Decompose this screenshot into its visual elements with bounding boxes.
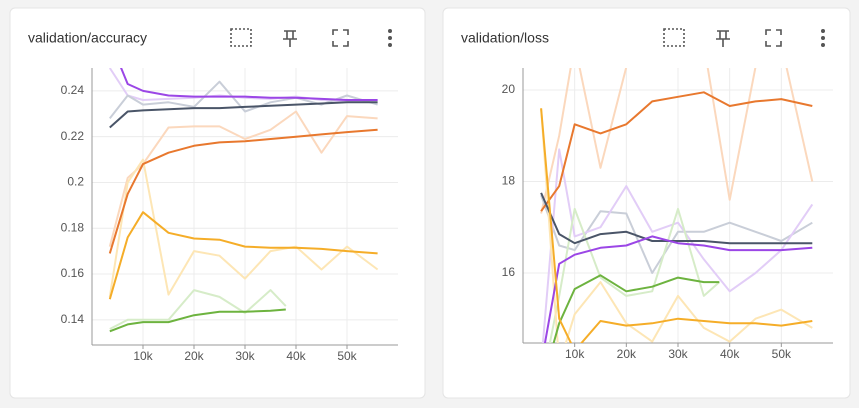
y-tick-label: 0.16 xyxy=(61,266,85,280)
series-line xyxy=(548,207,720,343)
fit-domain-button[interactable] xyxy=(663,28,685,47)
card xyxy=(9,7,426,399)
x-tick-label: 30k xyxy=(235,349,255,363)
chart: validation/loss 16 18 20 10k 20k 30k 40k 50k xyxy=(461,30,833,361)
card xyxy=(442,7,851,399)
series-line xyxy=(108,211,378,300)
x-tick-label: 10k xyxy=(565,347,585,361)
y-tick-label: 0.22 xyxy=(61,129,85,143)
series-line xyxy=(109,289,287,330)
menu-button[interactable] xyxy=(821,29,825,47)
series-line xyxy=(540,91,813,212)
series-line xyxy=(540,108,813,343)
series-line xyxy=(109,308,286,333)
y-tick-label: 0.2 xyxy=(67,175,84,189)
chart-title: validation/accuracy xyxy=(28,30,147,46)
y-tick-label: 16 xyxy=(502,265,516,279)
plot xyxy=(540,68,814,343)
chart-title: validation/loss xyxy=(461,30,549,46)
y-tick-label: 0.24 xyxy=(61,83,85,97)
plot xyxy=(108,68,379,333)
x-tick-label: 40k xyxy=(286,349,306,363)
series-line xyxy=(540,108,813,343)
pin-button[interactable] xyxy=(283,30,297,47)
series-line xyxy=(552,274,720,343)
series-line xyxy=(120,68,378,101)
series-line xyxy=(108,128,378,254)
series-line xyxy=(108,110,378,247)
x-tick-label: 10k xyxy=(133,349,153,363)
y-tick-label: 0.14 xyxy=(61,312,85,326)
x-tick-label: 20k xyxy=(184,349,204,363)
y-tick-label: 18 xyxy=(502,174,516,188)
menu-button[interactable] xyxy=(388,29,392,47)
fullscreen-button[interactable] xyxy=(332,29,349,47)
chart: validation/accuracy 0.14 0.16 0.18 0.2 0.22 0.… xyxy=(28,30,398,363)
series-line xyxy=(540,192,813,245)
series-line xyxy=(108,158,379,298)
fit-domain-button[interactable] xyxy=(230,28,252,47)
x-tick-label: 30k xyxy=(668,347,688,361)
x-tick-label: 50k xyxy=(337,349,357,363)
fullscreen-button[interactable] xyxy=(765,29,782,47)
x-tick-label: 20k xyxy=(617,347,637,361)
y-tick-label: 20 xyxy=(502,82,516,96)
y-tick-label: 0.18 xyxy=(61,220,85,234)
toolbar[interactable] xyxy=(230,28,825,47)
x-tick-label: 40k xyxy=(720,347,740,361)
series-line xyxy=(109,101,378,129)
pin-button[interactable] xyxy=(716,30,730,47)
x-tick-label: 50k xyxy=(772,347,792,361)
series-line xyxy=(543,235,813,343)
